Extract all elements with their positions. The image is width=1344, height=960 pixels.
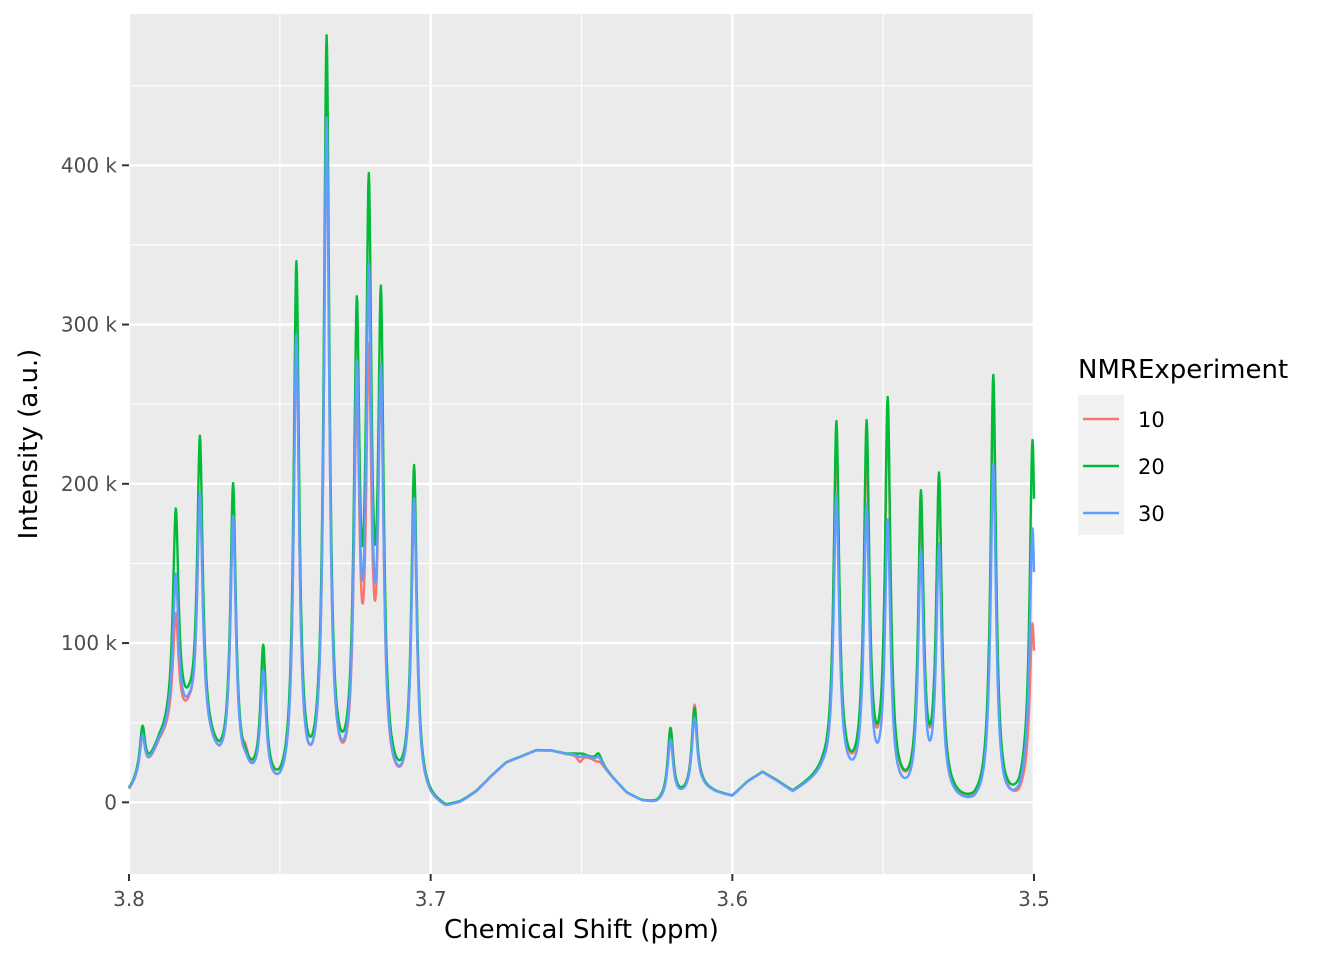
legend-title: NMRExperiment <box>1078 355 1288 385</box>
legend-items: 10 20 30 <box>1078 395 1165 535</box>
minor-gridlines <box>129 14 1034 874</box>
y-tick-label: 200 k <box>61 472 118 496</box>
x-tick-label: 3.7 <box>415 887 447 911</box>
x-axis: 3.8 3.7 3.6 3.5 <box>113 874 1050 911</box>
y-axis: 0 100 k 200 k 300 k 400 k <box>61 153 129 814</box>
legend: NMRExperiment 10 20 30 <box>1078 355 1288 535</box>
x-tick-label: 3.8 <box>113 887 145 911</box>
major-gridlines <box>127 14 1036 874</box>
legend-label-20: 20 <box>1138 455 1165 479</box>
y-tick-label: 0 <box>104 790 117 814</box>
series-line-30 <box>127 116 1036 807</box>
x-tick-label: 3.6 <box>716 887 748 911</box>
y-tick-label: 100 k <box>61 631 118 655</box>
y-axis-title: Intensity (a.u.) <box>14 349 44 540</box>
legend-label-30: 30 <box>1138 502 1165 526</box>
y-tick-label: 300 k <box>61 313 118 337</box>
legend-label-10: 10 <box>1138 408 1165 432</box>
x-axis-title: Chemical Shift (ppm) <box>444 915 719 945</box>
series-lines <box>127 34 1036 807</box>
y-tick-label: 400 k <box>61 153 118 177</box>
series-line-20 <box>127 34 1036 806</box>
x-tick-label: 3.5 <box>1018 887 1050 911</box>
